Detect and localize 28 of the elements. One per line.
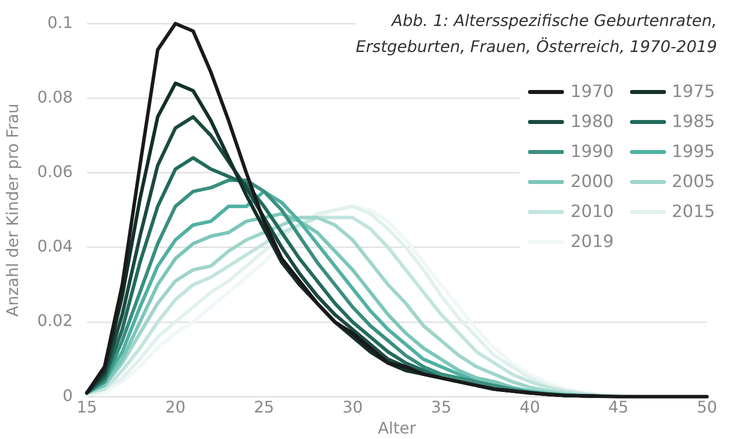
legend-label: 1970 (570, 82, 614, 102)
legend-label: 1980 (570, 112, 614, 132)
legend-label: 2019 (570, 232, 614, 252)
y-tick-label: 0.08 (37, 87, 73, 106)
legend-label: 1985 (672, 112, 715, 132)
y-tick-label: 0.06 (37, 162, 73, 181)
x-tick-label: 40 (520, 397, 540, 416)
x-axis-title: Alter (378, 418, 416, 438)
x-tick-label: 15 (76, 397, 98, 416)
x-tick-label: 30 (342, 397, 363, 416)
x-tick-label: 45 (608, 397, 629, 416)
y-tick-label: 0.02 (37, 311, 73, 330)
legend-label: 1990 (570, 142, 614, 162)
y-tick-label: 0.1 (47, 12, 73, 32)
legend-label: 2010 (570, 202, 614, 222)
legend-label: 1975 (672, 82, 715, 102)
chart-title: Abb. 1: Altersspezifische Geburtenraten, Erstgeburten, Frauen, Österreich, 1970-2019 (356, 8, 717, 60)
y-tick-label: 0.04 (37, 236, 73, 256)
x-tick-label: 35 (431, 397, 452, 416)
legend-label: 2005 (672, 172, 715, 192)
x-tick-label: 50 (696, 397, 718, 416)
x-tick-label: 25 (254, 397, 274, 416)
legend-label: 2000 (570, 172, 614, 192)
legend-label: 2015 (672, 202, 715, 222)
y-tick-label: 0 (62, 386, 73, 405)
legend-label: 1995 (672, 142, 715, 162)
x-tick-label: 20 (165, 397, 186, 416)
y-axis-title: Anzahl der Kinder pro Frau (2, 104, 22, 317)
